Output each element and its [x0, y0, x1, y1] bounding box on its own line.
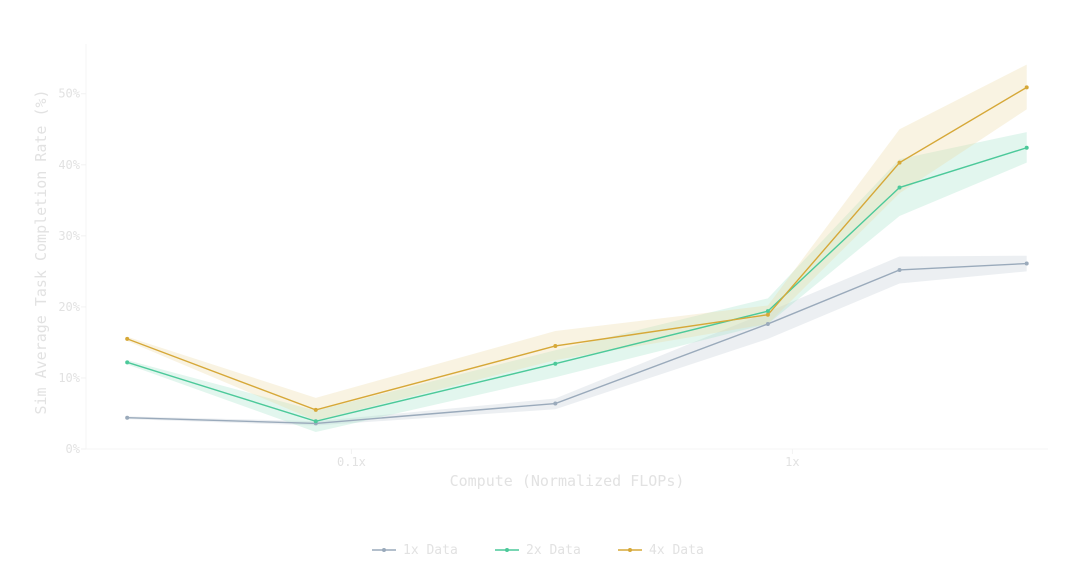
legend-item: 1x Data [372, 543, 458, 558]
confidence-band-2 [127, 132, 1027, 432]
x-ticks: 0.1x 1x [337, 449, 800, 469]
data-point [313, 419, 318, 424]
y-ticks: 0% 10% 20% 30% 40% 50% [58, 87, 86, 456]
data-point [1024, 85, 1029, 90]
data-point [125, 360, 130, 365]
legend-item: 2x Data [495, 543, 581, 558]
y-tick-label: 10% [58, 371, 80, 385]
y-tick-label: 50% [58, 87, 80, 101]
legend: 1x Data 2x Data 4x Data [372, 543, 704, 558]
legend-item: 4x Data [618, 543, 704, 558]
data-point [553, 343, 558, 348]
data-point [1024, 145, 1029, 150]
y-axis-label: Sim Average Task Completion Rate (%) [32, 89, 50, 414]
data-point [765, 312, 770, 317]
y-tick-label: 0% [66, 442, 81, 456]
data-point [553, 361, 558, 366]
legend-label: 4x Data [649, 543, 704, 558]
data-point [897, 160, 902, 165]
series-points [125, 85, 1029, 426]
legend-marker [382, 548, 386, 552]
data-point [553, 401, 558, 406]
legend-marker [628, 548, 632, 552]
data-point [313, 407, 318, 412]
legend-label: 1x Data [403, 543, 458, 558]
confidence-band-3 [127, 64, 1027, 421]
x-tick-label: 0.1x [337, 455, 366, 469]
data-point [897, 185, 902, 190]
confidence-band-1 [127, 255, 1027, 426]
series-line-1 [127, 262, 1027, 425]
legend-label: 2x Data [526, 543, 581, 558]
legend-marker [505, 548, 509, 552]
y-tick-label: 20% [58, 300, 80, 314]
data-point [125, 336, 130, 341]
x-tick-label: 1x [785, 455, 799, 469]
series-lines [126, 86, 1028, 425]
confidence-bands [127, 64, 1027, 432]
series-line-2 [126, 147, 1027, 423]
y-tick-label: 30% [58, 229, 80, 243]
y-tick-label: 40% [58, 158, 80, 172]
data-point [897, 267, 902, 272]
data-point [765, 321, 770, 326]
data-point [765, 309, 770, 314]
x-axis-label: Compute (Normalized FLOPs) [450, 472, 685, 490]
series-line-3 [126, 86, 1028, 411]
data-point [125, 415, 130, 420]
data-point [1024, 261, 1029, 266]
